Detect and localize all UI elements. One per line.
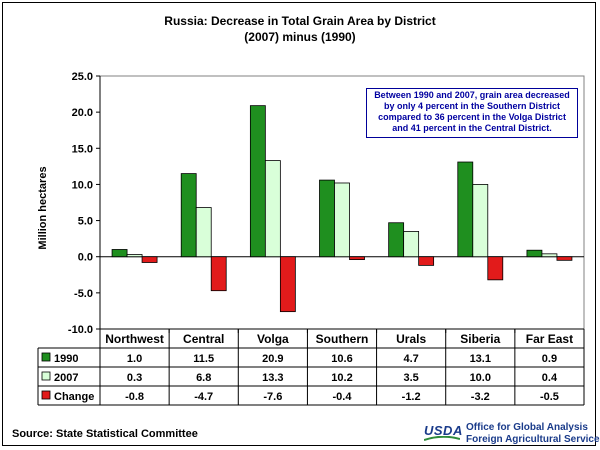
data-label: 10.6 xyxy=(331,353,352,365)
data-label: 4.7 xyxy=(403,353,418,365)
legend-label-1990: 1990 xyxy=(54,353,78,365)
data-label: 0.3 xyxy=(127,372,142,384)
bar-2007-northwest xyxy=(126,254,143,258)
legend-label-change: Change xyxy=(54,391,94,403)
y-tick-label: 25.0 xyxy=(72,71,93,83)
agency-name: Office for Global Analysis Foreign Agric… xyxy=(466,422,600,446)
data-label: -0.8 xyxy=(125,391,144,403)
x-tick-label: Urals xyxy=(396,332,426,346)
bar-2007-volga xyxy=(264,160,281,258)
bar-change-siberia xyxy=(487,256,504,281)
bar-1990-central xyxy=(180,173,197,258)
legend-swatch-2007 xyxy=(41,371,51,381)
bar-1990-southern xyxy=(319,179,335,258)
data-label: 13.3 xyxy=(262,372,283,384)
bar-2007-central xyxy=(195,207,212,258)
bar-change-urals xyxy=(418,256,435,266)
bar-1990-siberia xyxy=(457,161,474,258)
bar-1990-northwest xyxy=(111,249,128,258)
y-tick-label: -10.0 xyxy=(68,324,93,336)
legend-swatch-1990 xyxy=(41,352,51,362)
data-label: -1.2 xyxy=(402,391,421,403)
source-note: Source: State Statistical Committee xyxy=(12,428,198,440)
usda-logo: USDA xyxy=(424,423,463,438)
bar-change-far-east xyxy=(556,256,573,261)
data-label: 0.4 xyxy=(542,372,558,384)
x-tick-label: Volga xyxy=(257,332,289,346)
data-label: 10.0 xyxy=(470,372,491,384)
data-label: -4.7 xyxy=(194,391,213,403)
data-label: 11.5 xyxy=(193,353,214,365)
data-label: 10.2 xyxy=(331,372,352,384)
chart-frame xyxy=(2,2,596,446)
bar-change-volga xyxy=(279,256,296,313)
data-label: 3.5 xyxy=(403,372,418,384)
agency-line-2: Foreign Agricultural Service xyxy=(466,434,600,445)
bar-2007-siberia xyxy=(472,184,489,258)
data-label: -0.5 xyxy=(540,391,559,403)
legend-label-2007: 2007 xyxy=(54,372,78,384)
data-label: -7.6 xyxy=(263,391,282,403)
bar-2007-far-east xyxy=(541,253,558,258)
x-tick-label: Southern xyxy=(316,332,369,346)
data-label: 20.9 xyxy=(262,353,283,365)
bar-change-southern xyxy=(349,256,365,261)
data-label: 1.0 xyxy=(127,353,142,365)
legend-swatch-change xyxy=(41,390,51,400)
x-tick-label: Central xyxy=(183,332,224,346)
y-tick-label: 15.0 xyxy=(72,143,93,155)
bar-change-central xyxy=(210,256,227,292)
bar-1990-urals xyxy=(388,222,405,258)
agency-line-1: Office for Global Analysis xyxy=(466,422,588,433)
y-tick-label: 20.0 xyxy=(72,107,93,119)
y-tick-label: 5.0 xyxy=(78,216,93,228)
x-tick-label: Far East xyxy=(526,332,573,346)
chart-subtitle: (2007) minus (1990) xyxy=(244,30,356,44)
data-label: 0.9 xyxy=(542,353,557,365)
y-tick-label: 10.0 xyxy=(72,179,93,191)
data-label: 13.1 xyxy=(470,353,491,365)
data-label: -3.2 xyxy=(471,391,490,403)
x-tick-label: Siberia xyxy=(460,332,500,346)
usda-swoosh-icon xyxy=(424,436,460,441)
data-label: -0.4 xyxy=(333,391,353,403)
annotation-box: Between 1990 and 2007, grain area decrea… xyxy=(366,88,578,138)
bar-change-northwest xyxy=(141,256,158,263)
bar-1990-volga xyxy=(249,105,266,258)
bar-2007-urals xyxy=(403,231,420,258)
x-tick-label: Northwest xyxy=(105,332,164,346)
y-tick-label: 0.0 xyxy=(78,252,93,264)
bar-2007-southern xyxy=(334,182,350,258)
chart-title: Russia: Decrease in Total Grain Area by … xyxy=(164,14,436,28)
bar-1990-far-east xyxy=(526,249,543,258)
y-tick-label: -5.0 xyxy=(74,288,93,300)
data-label: 6.8 xyxy=(196,372,211,384)
